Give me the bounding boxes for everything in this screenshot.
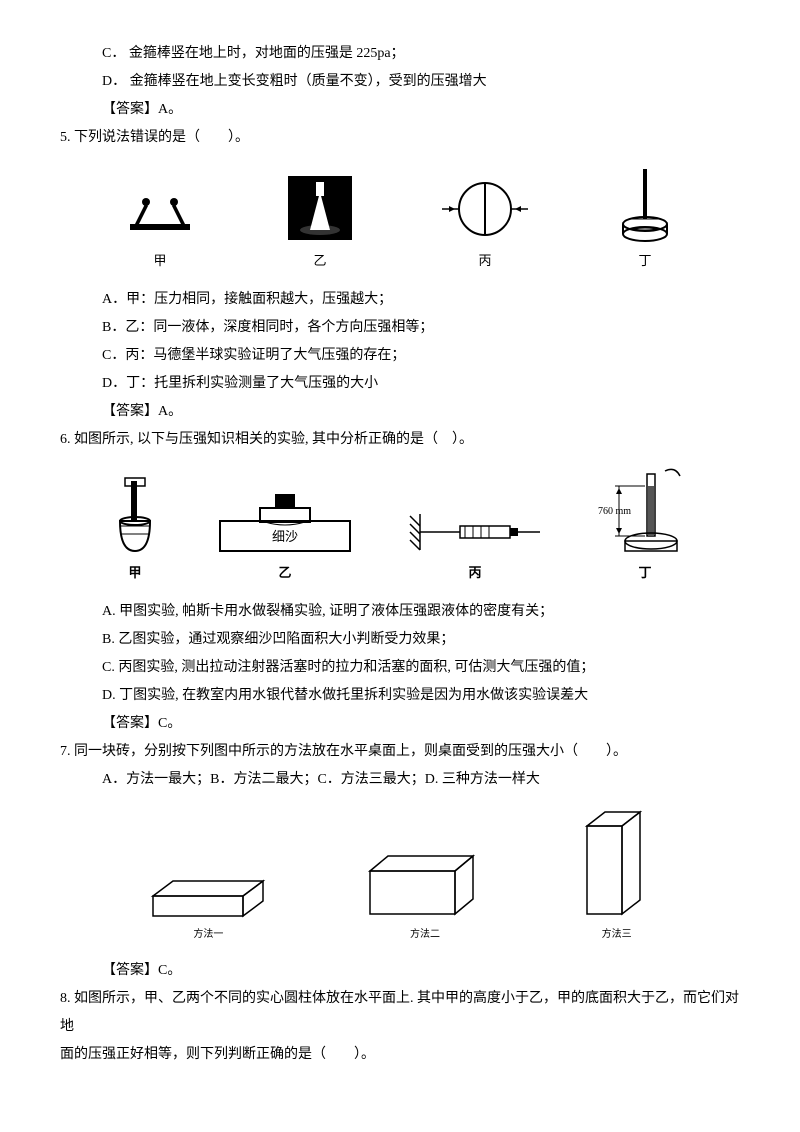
q5-fig-ding-img: [610, 164, 680, 244]
q5-option-b: B．乙：同一液体，深度相同时，各个方向压强相等；: [60, 314, 740, 342]
q4-option-c: C． 金箍棒竖在地上时，对地面的压强是 225pa；: [60, 40, 740, 68]
q6-stem: 6. 如图所示, 以下与压强知识相关的实验, 其中分析正确的是（ ）。: [60, 426, 740, 454]
q6-fig-jia-label: 甲: [128, 560, 141, 586]
q5-fig-ding: 丁: [610, 164, 680, 274]
q7-fig-2-label: 方法二: [410, 925, 440, 945]
q7-answer: 【答案】C。: [60, 957, 740, 985]
q7-fig-1-img: [143, 866, 273, 921]
q6-fig-yi: 细沙 乙: [215, 486, 355, 586]
q7-stem: 7. 同一块砖，分别按下列图中所示的方法放在水平桌面上，则桌面受到的压强大小（ …: [60, 738, 740, 766]
q6-fig-bing-img: [405, 506, 545, 556]
height-text: 760 mm: [598, 506, 631, 517]
q6-fig-jia-img: [105, 476, 165, 556]
q5-fig-bing: 丙: [440, 174, 530, 274]
q6-fig-ding-label: 丁: [638, 560, 651, 586]
q5-answer: 【答案】A。: [60, 398, 740, 426]
q7-fig-3: 方法三: [577, 806, 657, 945]
q6-fig-ding-img: 760 mm: [595, 466, 695, 556]
q6-fig-bing: 丙: [405, 506, 545, 586]
q5-fig-jia-img: [120, 184, 200, 244]
q6-answer: 【答案】C。: [60, 710, 740, 738]
q7-fig-3-label: 方法三: [602, 925, 632, 945]
q5-figure-row: 甲 乙 丙: [60, 164, 740, 274]
q6-fig-yi-label: 乙: [278, 560, 291, 586]
q5-option-d: D．丁：托里拆利实验测量了大气压强的大小: [60, 370, 740, 398]
q5-fig-ding-label: 丁: [638, 248, 651, 274]
q7-fig-1: 方法一: [143, 866, 273, 945]
q8-stem-line1: 8. 如图所示，甲、乙两个不同的实心圆柱体放在水平面上. 其中甲的高度小于乙，甲…: [60, 985, 740, 1041]
q6-fig-jia: 甲: [105, 476, 165, 586]
q6-fig-yi-img: 细沙: [215, 486, 355, 556]
sand-text: 细沙: [272, 529, 298, 544]
q5-option-c: C．丙：马德堡半球实验证明了大气压强的存在；: [60, 342, 740, 370]
q7-figure-row: 方法一 方法二 方法三: [60, 806, 740, 945]
q5-fig-yi-img: [280, 172, 360, 244]
q4-answer: 【答案】A。: [60, 96, 740, 124]
q7-fig-3-img: [577, 806, 657, 921]
q6-fig-ding: 760 mm 丁: [595, 466, 695, 586]
q5-fig-jia-label: 甲: [153, 248, 166, 274]
q6-option-a: A. 甲图实验, 帕斯卡用水做裂桶实验, 证明了液体压强跟液体的密度有关；: [60, 598, 740, 626]
q7-fig-2: 方法二: [360, 846, 490, 945]
q5-option-a: A．甲：压力相同，接触面积越大，压强越大；: [60, 286, 740, 314]
q5-fig-bing-img: [440, 174, 530, 244]
q7-fig-2-img: [360, 846, 490, 921]
q5-fig-bing-label: 丙: [478, 248, 491, 274]
q6-figure-row: 甲 细沙 乙: [60, 466, 740, 586]
q5-fig-yi: 乙: [280, 172, 360, 274]
q6-option-d: D. 丁图实验, 在教室内用水银代替水做托里拆利实验是因为用水做该实验误差大: [60, 682, 740, 710]
q5-stem: 5. 下列说法错误的是（ ）。: [60, 124, 740, 152]
q5-fig-yi-label: 乙: [313, 248, 326, 274]
q8-stem-line2: 面的压强正好相等，则下列判断正确的是（ ）。: [60, 1041, 740, 1069]
q5-fig-jia: 甲: [120, 184, 200, 274]
q7-fig-1-label: 方法一: [193, 925, 223, 945]
q6-option-c: C. 丙图实验, 测出拉动注射器活塞时的拉力和活塞的面积, 可估测大气压强的值；: [60, 654, 740, 682]
q4-option-d: D． 金箍棒竖在地上变长变粗时（质量不变），受到的压强增大: [60, 68, 740, 96]
q6-option-b: B. 乙图实验，通过观察细沙凹陷面积大小判断受力效果；: [60, 626, 740, 654]
q7-options: A．方法一最大；B．方法二最大；C．方法三最大；D. 三种方法一样大: [60, 766, 740, 794]
q6-fig-bing-label: 丙: [468, 560, 481, 586]
